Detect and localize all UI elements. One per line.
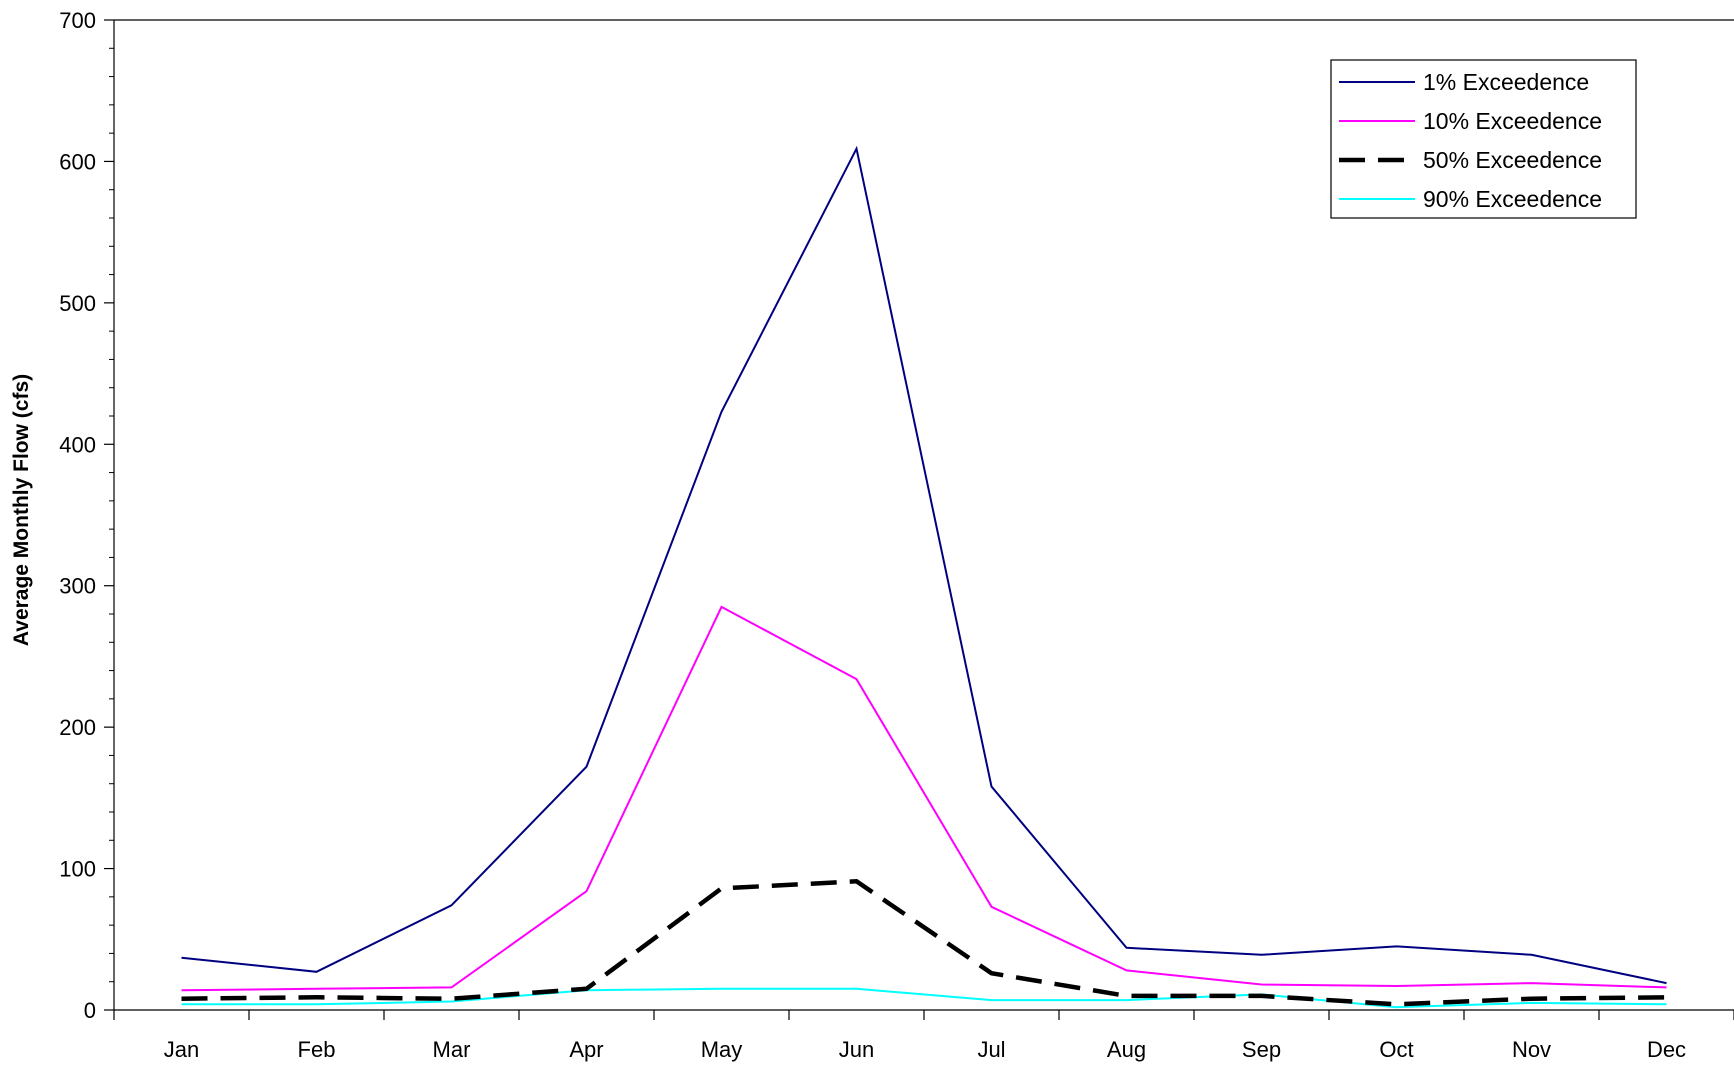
- axes: 0 100 200 300 400 500 600 700 Jan Feb Mar Apr May Jun…: [59, 8, 1734, 1062]
- x-tick-label: Dec: [1647, 1037, 1686, 1062]
- x-tick-label: Jun: [839, 1037, 874, 1062]
- x-tick-label: Apr: [569, 1037, 603, 1062]
- legend-box: [1330, 59, 1637, 219]
- x-tick-label: May: [701, 1037, 743, 1062]
- series-lines: [181, 145, 1667, 1009]
- x-tick-label: Feb: [298, 1037, 336, 1062]
- legend-label-1: 1% Exceedence: [1423, 69, 1589, 95]
- y-tick-label: 0: [84, 998, 96, 1023]
- series-line-3: [181, 879, 1667, 1007]
- legend-label-2: 10% Exceedence: [1423, 108, 1602, 134]
- y-tick-label: 300: [59, 574, 96, 599]
- y-tick-label: 600: [59, 149, 96, 174]
- y-tick-label: 500: [59, 291, 96, 316]
- y-tick-label: 700: [59, 8, 96, 33]
- series-line-4: [181, 987, 1667, 1009]
- legend: 1% Exceedence 10% Exceedence 50% Exceedenc…: [1330, 59, 1637, 219]
- x-tick-label: Aug: [1107, 1037, 1146, 1062]
- x-tick-label: Jul: [977, 1037, 1005, 1062]
- x-tick-label: Nov: [1512, 1037, 1551, 1062]
- legend-label-4: 90% Exceedence: [1423, 186, 1602, 212]
- y-tick-label: 100: [59, 857, 96, 882]
- x-tick-label: Oct: [1379, 1037, 1413, 1062]
- series-line-2: [181, 605, 1667, 992]
- x-tick-label: Jan: [164, 1037, 199, 1062]
- y-axis-title: Average Monthly Flow (cfs): [10, 374, 33, 646]
- y-tick-label: 400: [59, 432, 96, 457]
- x-tick-label: Mar: [433, 1037, 471, 1062]
- legend-label-3: 50% Exceedence: [1423, 147, 1602, 173]
- series-line-1: [181, 145, 1667, 985]
- x-tick-label: Sep: [1242, 1037, 1281, 1062]
- y-tick-label: 200: [59, 715, 96, 740]
